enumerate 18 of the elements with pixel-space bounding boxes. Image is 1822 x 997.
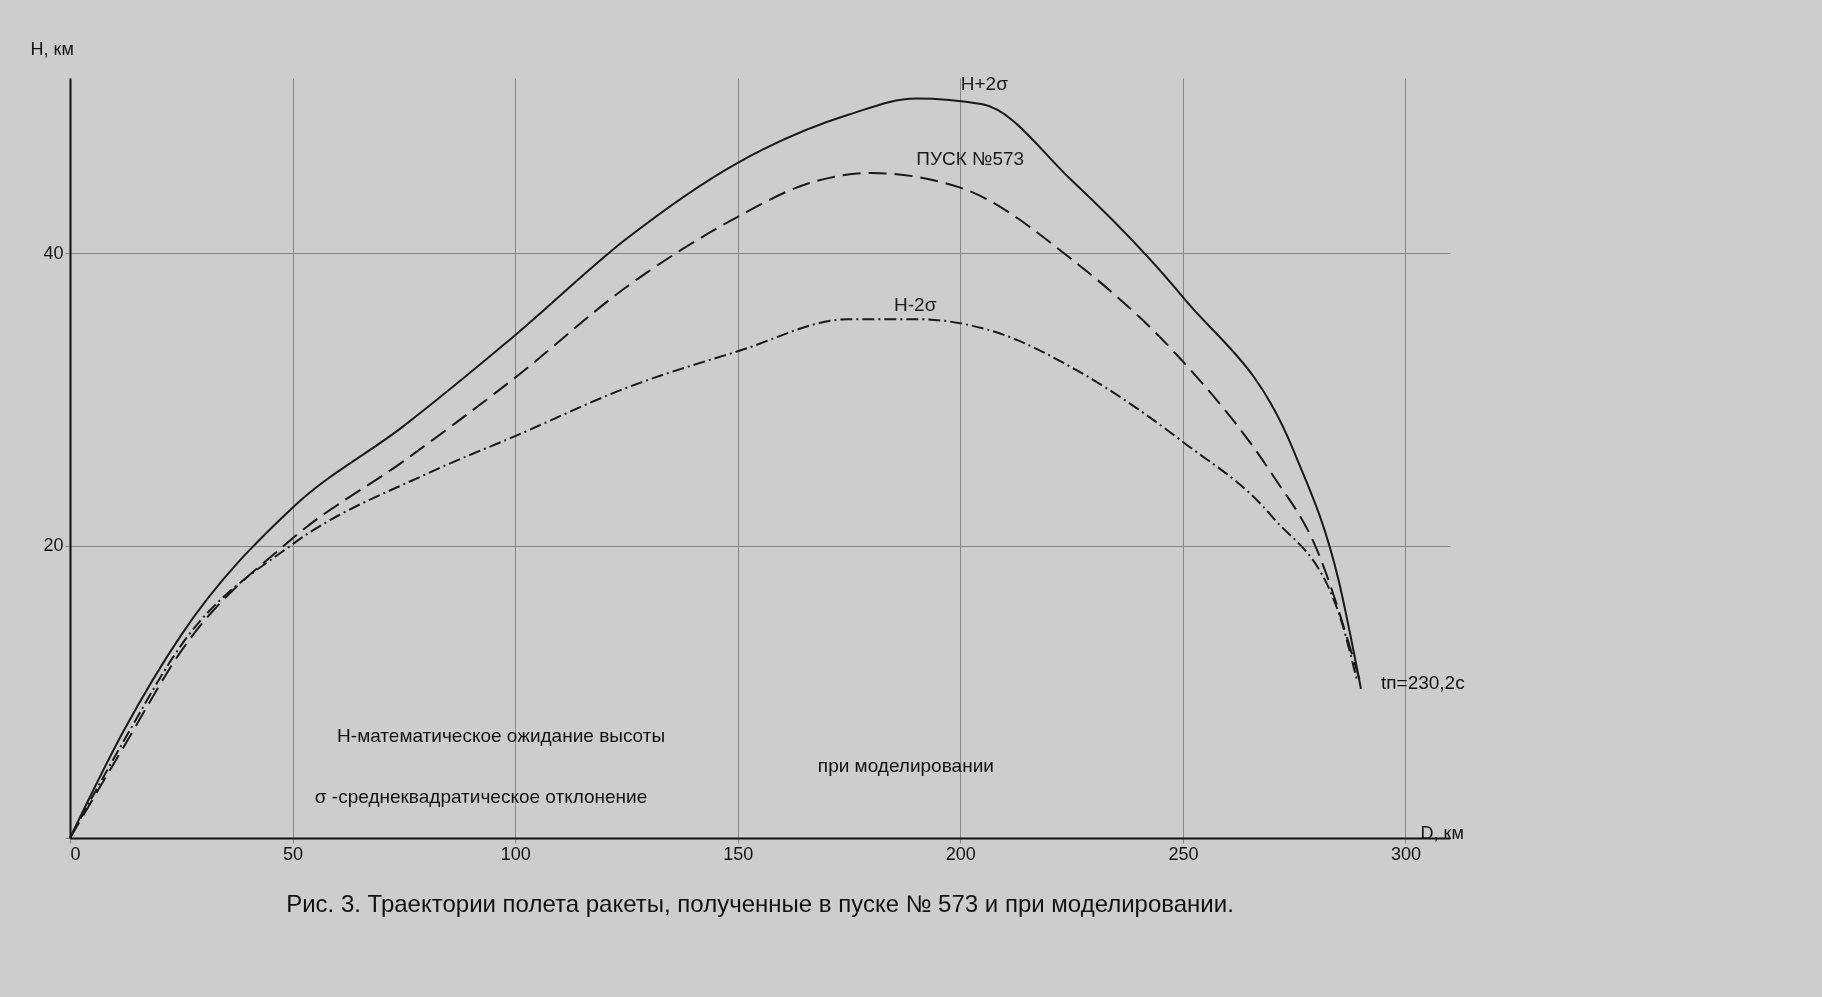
series-label: H-2σ [894, 294, 937, 316]
x-tick-label: 100 [500, 843, 531, 864]
y-tick-label: 20 [43, 535, 64, 556]
y-tick-label: 40 [43, 242, 64, 263]
text: Рис. 3. Траектории полета ракеты, полученные в пуске № 573 и при моделировании. [286, 890, 1234, 917]
series-label: ПУСК №573 [916, 148, 1025, 169]
x-tick-label: 300 [1390, 843, 1422, 864]
y-axis-title: H, км [30, 38, 74, 59]
annotation: при моделировании [817, 755, 994, 777]
x-tick-label: 150 [723, 843, 754, 864]
annotation: σ -среднеквадратическое отклонение [314, 786, 648, 808]
x-tick-label: 50 [283, 843, 304, 864]
series-label: H+2σ [960, 73, 1009, 95]
x-tick-label: 0 [70, 843, 81, 864]
x-tick-label: 200 [945, 843, 976, 864]
annotation: H-математическое ожидание высоты [337, 724, 666, 746]
annotation: tп=230,2с [1380, 671, 1465, 693]
x-tick-label: 250 [1168, 843, 1199, 864]
